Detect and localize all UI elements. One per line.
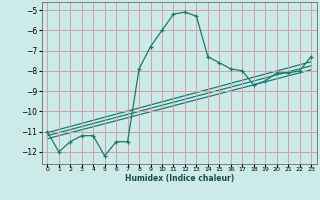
X-axis label: Humidex (Indice chaleur): Humidex (Indice chaleur) (124, 174, 234, 183)
